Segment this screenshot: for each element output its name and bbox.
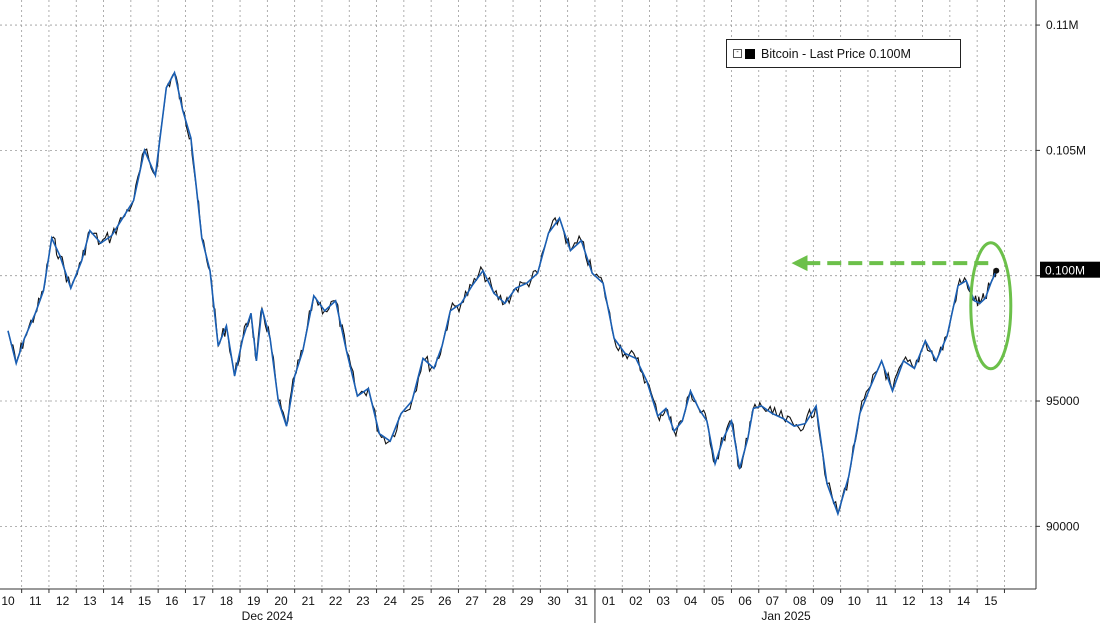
x-tick-label: 07 (766, 594, 780, 608)
x-tick-label: 29 (520, 594, 534, 608)
x-tick-label: 21 (302, 594, 316, 608)
x-tick-label: 28 (493, 594, 507, 608)
x-tick-label: 14 (957, 594, 971, 608)
x-tick-label: 12 (902, 594, 916, 608)
x-tick-label: 31 (575, 594, 589, 608)
x-tick-label: 22 (329, 594, 343, 608)
x-tick-label: 13 (83, 594, 97, 608)
x-tick-label: 11 (29, 594, 42, 608)
series-line-bitcoin (7, 70, 998, 517)
x-tick-label: 08 (793, 594, 807, 608)
y-tick-label: 90000 (1046, 519, 1080, 533)
x-tick-label: 12 (56, 594, 70, 608)
annotation-arrow-head (791, 255, 808, 272)
legend[interactable]: - Bitcoin - Last Price 0.100M (726, 39, 961, 68)
gridlines (0, 0, 1036, 589)
x-tick-label: 15 (138, 594, 152, 608)
x-tick-label: 30 (547, 594, 561, 608)
x-tick-label: 10 (848, 594, 862, 608)
x-tick-label: 26 (438, 594, 452, 608)
y-tick-label: 0.105M (1046, 143, 1086, 157)
annotation-ellipse (969, 241, 1013, 371)
x-tick-label: 18 (220, 594, 234, 608)
last-price-box (1040, 261, 1100, 278)
series-line-detail (7, 71, 997, 516)
x-tick-label: 02 (629, 594, 643, 608)
x-tick-label: 06 (738, 594, 752, 608)
x-tick-label: 10 (1, 594, 15, 608)
x-tick-label: 27 (465, 594, 479, 608)
x-tick-label: 05 (711, 594, 725, 608)
series-group: 0.100M (7, 70, 1100, 517)
x-tick-label: 25 (411, 594, 425, 608)
annotations (791, 241, 1013, 371)
x-tick-label: 23 (356, 594, 370, 608)
x-group-label: Jan 2025 (761, 609, 811, 623)
legend-toggle-icon[interactable]: - (733, 49, 742, 58)
x-tick-label: 20 (274, 594, 288, 608)
x-tick-label: 09 (820, 594, 834, 608)
x-tick-label: 04 (684, 594, 698, 608)
x-tick-label: 24 (384, 594, 398, 608)
x-tick-label: 01 (602, 594, 616, 608)
legend-value: 0.100M (869, 46, 911, 61)
x-tick-label: 17 (192, 594, 206, 608)
x-tick-label: 13 (930, 594, 944, 608)
y-tick-label: 95000 (1046, 394, 1080, 408)
y-tick-label: 0.11M (1046, 18, 1078, 32)
legend-swatch (745, 48, 755, 59)
x-tick-label: 16 (165, 594, 179, 608)
x-tick-label: 14 (111, 594, 125, 608)
x-tick-label: 15 (984, 594, 998, 608)
last-price-point (993, 267, 1000, 274)
x-tick-label: 03 (657, 594, 671, 608)
last-price-label: 0.100M (1045, 264, 1085, 278)
legend-label: Bitcoin - Last Price (761, 46, 866, 61)
x-tick-label: 11 (875, 594, 888, 608)
x-tick-label: 19 (247, 594, 261, 608)
x-group-label: Dec 2024 (242, 609, 294, 623)
